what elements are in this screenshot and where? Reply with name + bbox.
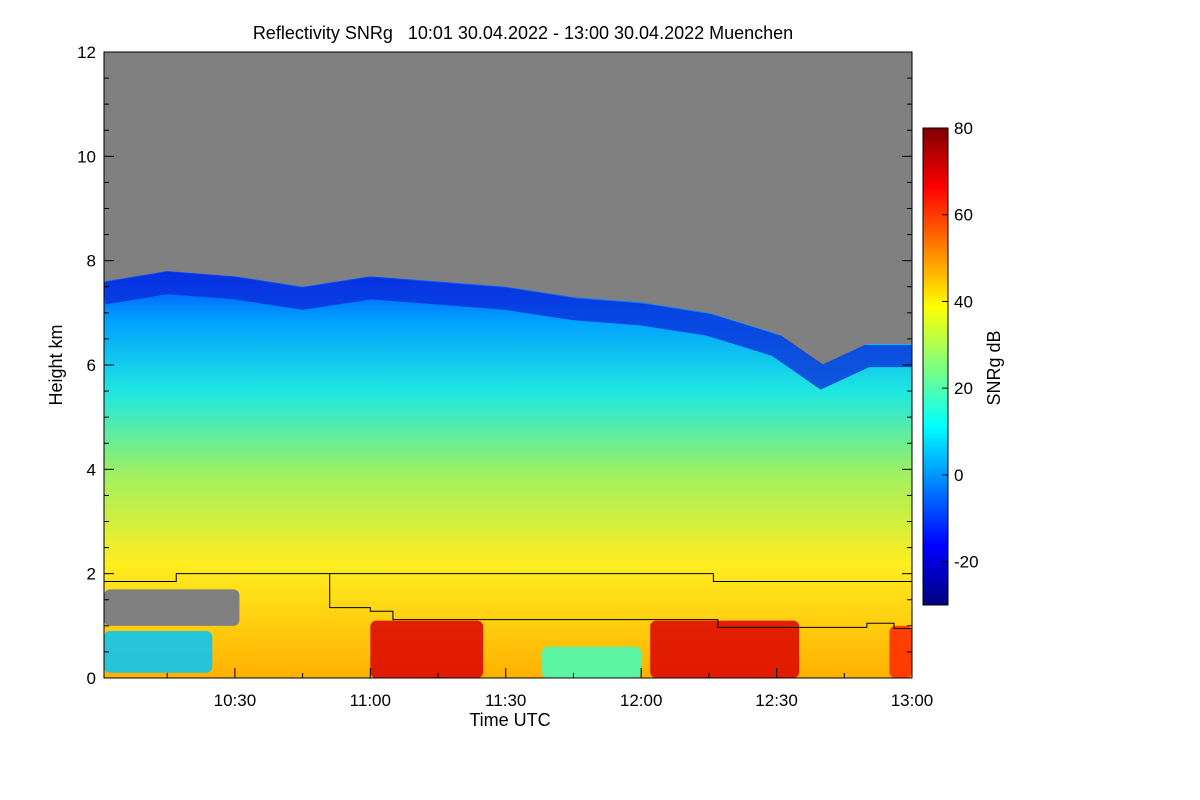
echo-region-1 — [104, 631, 213, 673]
chart-title: Reflectivity SNRg 10:01 30.04.2022 - 13:… — [253, 23, 793, 43]
x-tick-label: 11:30 — [485, 691, 526, 710]
echo-field — [104, 271, 912, 678]
colorbar-tick-label: 40 — [954, 292, 973, 311]
x-axis-label: Time UTC — [469, 710, 550, 730]
echo-regions — [104, 589, 912, 678]
echo-region-0 — [104, 589, 240, 626]
colorbar-tick-label: 60 — [954, 206, 973, 225]
echo-region-4 — [889, 625, 912, 678]
y-tick-label: 10 — [77, 147, 96, 166]
x-tick-label: 13:00 — [891, 691, 934, 710]
x-axis: 10:30 11:00 11:30 12:00 12:30 13:00 — [166, 668, 934, 710]
heatmap-field — [104, 52, 912, 678]
y-axis: 0 2 4 6 8 10 12 — [77, 43, 912, 688]
echo-region-5 — [541, 646, 642, 678]
echo-top-band — [104, 272, 912, 390]
y-tick-label: 2 — [87, 565, 96, 584]
x-tick-label: 11:00 — [350, 691, 391, 710]
x-tick-label: 10:30 — [214, 691, 257, 710]
upper-layer-line — [104, 573, 912, 582]
y-tick-label: 8 — [87, 252, 96, 271]
lower-layer-line — [329, 573, 912, 629]
echo-region-2 — [370, 620, 484, 678]
echo-region-3 — [650, 620, 800, 678]
x-tick-label: 12:30 — [755, 691, 798, 710]
colorbar: -20 0 20 40 60 80 SNRg dB — [922, 119, 1004, 606]
colorbar-tick-label: -20 — [954, 553, 979, 572]
y-tick-label: 0 — [87, 669, 96, 688]
y-tick-label: 12 — [77, 43, 96, 62]
colorbar-gradient — [922, 127, 949, 606]
colorbar-tick-label: 80 — [954, 119, 973, 138]
x-tick-label: 12:00 — [620, 691, 663, 710]
colorbar-tick-label: 0 — [954, 466, 963, 485]
colorbar-ticks: -20 0 20 40 60 80 — [942, 119, 979, 572]
y-axis-label: Height km — [46, 324, 66, 405]
colorbar-label: SNRg dB — [984, 330, 1004, 405]
y-tick-label: 6 — [87, 356, 96, 375]
y-tick-label: 4 — [87, 460, 96, 479]
colorbar-tick-label: 20 — [954, 379, 973, 398]
